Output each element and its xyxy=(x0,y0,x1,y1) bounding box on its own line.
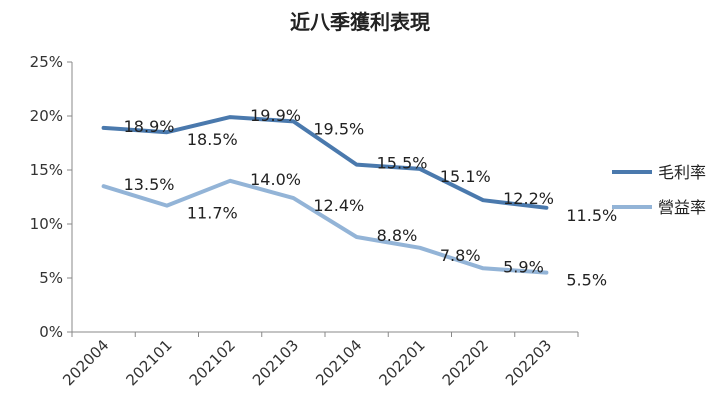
chart-title: 近八季獲利表現 xyxy=(290,10,430,34)
x-tick-label: 202103 xyxy=(249,336,302,389)
series-lines xyxy=(101,115,549,275)
y-tick-label: 20% xyxy=(30,107,63,125)
x-tick-label: 202004 xyxy=(59,336,112,389)
legend-label-2: 營益率 xyxy=(658,198,706,217)
x-tick-label: 202201 xyxy=(375,336,428,389)
axes: 0% 5% 10% 15% 20% 25% 202004 202101 202102 202103… xyxy=(30,53,579,389)
data-label: 11.7% xyxy=(187,204,238,223)
data-label: 15.1% xyxy=(440,167,491,186)
data-label: 11.5% xyxy=(566,206,617,225)
legend-label-1: 毛利率 xyxy=(658,163,706,182)
x-tick-label: 202203 xyxy=(502,336,555,389)
y-tick-label: 15% xyxy=(30,161,63,179)
y-tick-label: 5% xyxy=(39,269,63,287)
y-tick-label: 25% xyxy=(30,53,63,71)
y-tick-label: 0% xyxy=(39,323,63,341)
data-label: 5.9% xyxy=(503,257,544,276)
x-tick-label: 202102 xyxy=(186,336,239,389)
data-label: 12.4% xyxy=(313,196,364,215)
series-line-1 xyxy=(101,115,549,210)
data-label: 8.8% xyxy=(377,226,418,245)
data-label: 14.0% xyxy=(250,170,301,189)
x-tick-label: 202202 xyxy=(439,336,492,389)
data-label: 18.5% xyxy=(187,130,238,149)
y-tick-label: 10% xyxy=(30,215,63,233)
series-line-2 xyxy=(101,178,549,275)
x-tick-label: 202104 xyxy=(312,336,365,389)
data-label: 7.8% xyxy=(440,246,481,265)
data-label: 15.5% xyxy=(377,154,428,173)
x-tick-label: 202101 xyxy=(122,336,175,389)
data-label: 19.9% xyxy=(250,106,301,125)
data-label: 5.5% xyxy=(566,271,607,290)
data-label: 18.9% xyxy=(124,117,175,136)
data-label: 19.5% xyxy=(313,119,364,138)
data-label: 13.5% xyxy=(124,175,175,194)
data-label: 12.2% xyxy=(503,189,554,208)
data-labels: 18.9% 18.5% 19.9% 19.5% 15.5% 15.1% 12.2% 11.5%… xyxy=(124,106,618,290)
